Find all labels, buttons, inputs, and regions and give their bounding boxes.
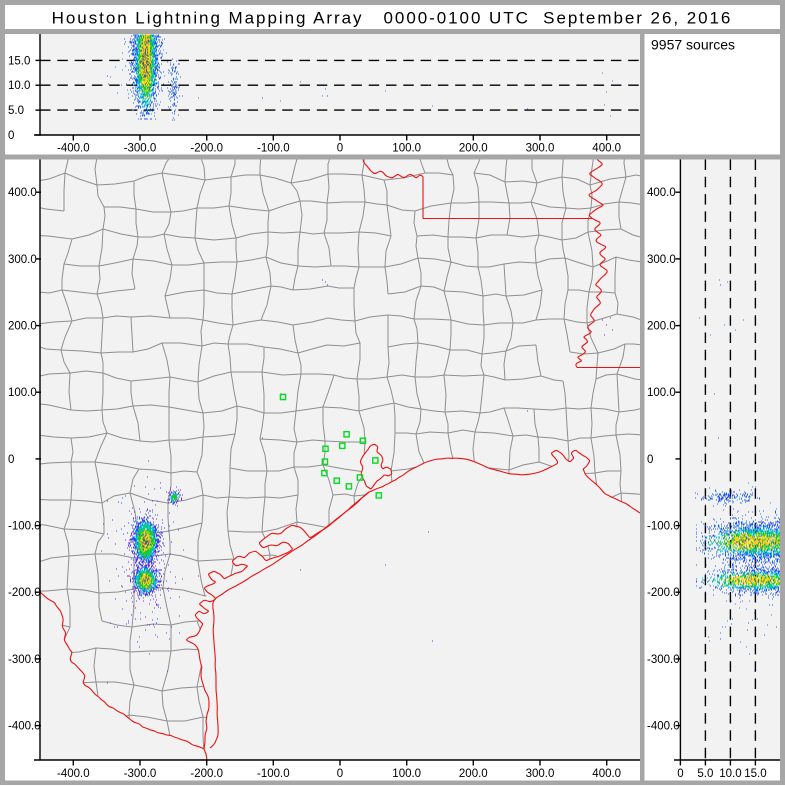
svg-text:-300.0: -300.0 — [647, 654, 680, 666]
svg-text:0: 0 — [647, 454, 653, 466]
svg-text:15.0: 15.0 — [744, 768, 766, 780]
svg-text:100.0: 100.0 — [647, 387, 676, 399]
svg-text:-300.0: -300.0 — [124, 143, 157, 155]
svg-text:15.0: 15.0 — [8, 55, 30, 67]
svg-text:400.0: 400.0 — [8, 187, 37, 199]
svg-text:-100.0: -100.0 — [647, 521, 680, 533]
svg-text:9957 sources: 9957 sources — [651, 37, 735, 53]
svg-text:200.0: 200.0 — [459, 768, 488, 780]
svg-text:-200.0: -200.0 — [190, 143, 223, 155]
svg-text:-100.0: -100.0 — [257, 768, 290, 780]
svg-text:400.0: 400.0 — [592, 143, 621, 155]
svg-text:300.0: 300.0 — [8, 254, 37, 266]
svg-text:300.0: 300.0 — [526, 143, 555, 155]
svg-text:-400.0: -400.0 — [57, 143, 90, 155]
svg-text:0: 0 — [8, 130, 14, 142]
svg-text:-200.0: -200.0 — [647, 587, 680, 599]
svg-text:400.0: 400.0 — [647, 187, 676, 199]
svg-text:0: 0 — [8, 454, 14, 466]
svg-text:-300.0: -300.0 — [8, 654, 41, 666]
svg-text:-100.0: -100.0 — [257, 143, 290, 155]
svg-text:-400.0: -400.0 — [57, 768, 90, 780]
svg-text:5.0: 5.0 — [697, 768, 713, 780]
svg-text:-100.0: -100.0 — [8, 521, 41, 533]
svg-text:200.0: 200.0 — [647, 321, 676, 333]
svg-text:0: 0 — [337, 143, 343, 155]
svg-text:0: 0 — [337, 768, 343, 780]
svg-text:200.0: 200.0 — [459, 143, 488, 155]
svg-text:5.0: 5.0 — [8, 105, 24, 117]
svg-text:300.0: 300.0 — [647, 254, 676, 266]
svg-text:-400.0: -400.0 — [647, 721, 680, 733]
svg-text:-200.0: -200.0 — [8, 587, 41, 599]
svg-text:100.0: 100.0 — [392, 768, 421, 780]
svg-text:400.0: 400.0 — [592, 768, 621, 780]
svg-text:Houston Lightning Mapping Arra: Houston Lightning Mapping Array 0000-010… — [52, 8, 733, 27]
svg-text:200.0: 200.0 — [8, 321, 37, 333]
svg-text:0: 0 — [677, 768, 683, 780]
svg-text:-400.0: -400.0 — [8, 721, 41, 733]
svg-text:-300.0: -300.0 — [124, 768, 157, 780]
svg-text:100.0: 100.0 — [8, 387, 37, 399]
svg-text:10.0: 10.0 — [8, 80, 30, 92]
svg-text:100.0: 100.0 — [392, 143, 421, 155]
svg-text:-200.0: -200.0 — [190, 768, 223, 780]
svg-text:300.0: 300.0 — [526, 768, 555, 780]
svg-text:10.0: 10.0 — [719, 768, 741, 780]
